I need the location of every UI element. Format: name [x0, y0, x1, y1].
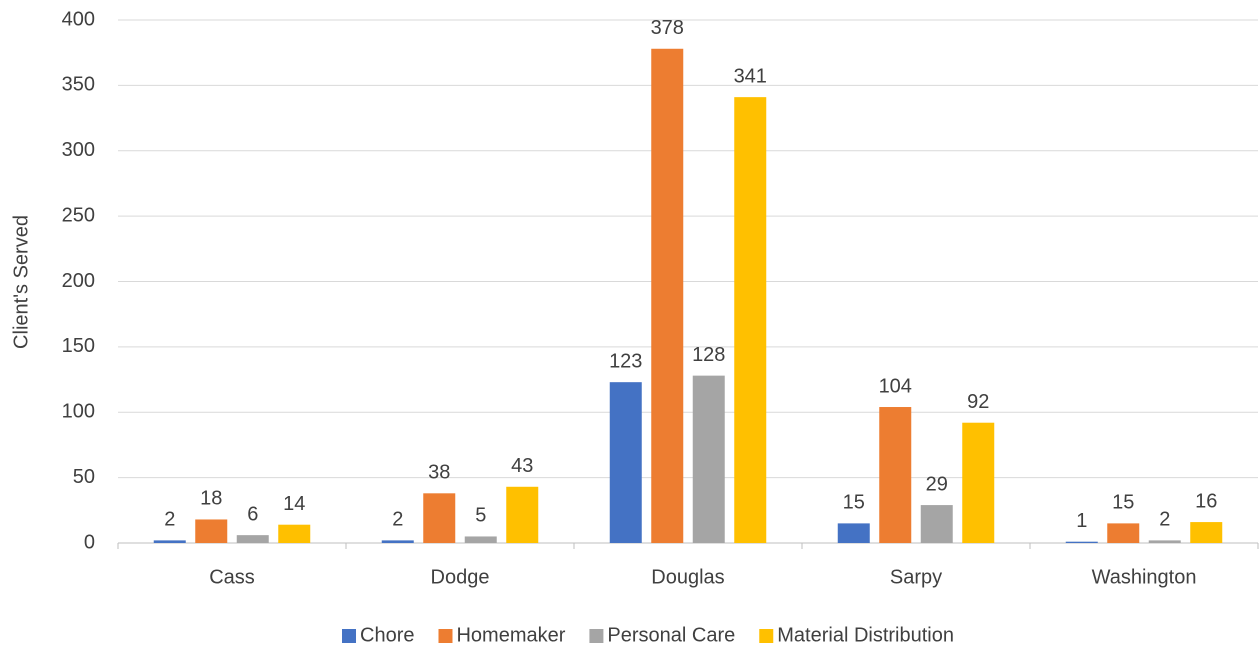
bar — [609, 382, 642, 543]
data-label: 43 — [511, 455, 533, 477]
data-label: 29 — [926, 473, 948, 495]
data-label: 16 — [1195, 490, 1217, 512]
data-label: 2 — [392, 509, 403, 531]
bar — [153, 540, 186, 543]
legend-swatch — [438, 629, 453, 643]
data-label: 5 — [475, 505, 486, 527]
legend-label: Personal Care — [607, 624, 735, 646]
legend-swatch — [589, 629, 604, 643]
bar — [381, 540, 414, 543]
data-label: 341 — [734, 65, 767, 87]
bar — [236, 535, 269, 543]
data-label: 92 — [967, 391, 989, 413]
y-tick-label: 200 — [62, 270, 95, 292]
legend-swatch — [342, 629, 357, 643]
bar — [1190, 522, 1223, 543]
data-label: 378 — [651, 17, 684, 39]
data-label: 2 — [1159, 509, 1170, 531]
bar — [195, 519, 228, 543]
bar — [1107, 523, 1140, 543]
data-label: 6 — [247, 503, 258, 525]
x-tick-label: Cass — [209, 566, 255, 588]
y-tick-label: 150 — [62, 335, 95, 357]
y-tick-label: 0 — [84, 531, 95, 553]
bar — [506, 486, 539, 543]
bar — [423, 493, 456, 543]
data-label: 2 — [164, 509, 175, 531]
y-tick-label: 350 — [62, 74, 95, 96]
x-tick-label: Dodge — [431, 566, 490, 588]
legend-label: Chore — [360, 624, 414, 646]
bar — [879, 407, 912, 543]
y-tick-label: 300 — [62, 139, 95, 161]
legend-label: Material Distribution — [777, 624, 954, 646]
data-label: 128 — [692, 344, 725, 366]
bar — [692, 375, 725, 543]
bar — [920, 505, 953, 543]
bar — [464, 536, 497, 543]
y-tick-label: 50 — [73, 466, 95, 488]
data-label: 123 — [609, 350, 642, 372]
bar — [651, 48, 684, 543]
x-tick-label: Sarpy — [890, 566, 942, 588]
bar — [962, 422, 995, 543]
legend-label: Homemaker — [456, 624, 565, 646]
y-tick-label: 250 — [62, 204, 95, 226]
data-label: 104 — [879, 375, 912, 397]
data-label: 14 — [283, 493, 305, 515]
bar — [1148, 540, 1181, 543]
legend-swatch — [759, 629, 774, 643]
bar — [1065, 541, 1098, 543]
data-label: 15 — [1112, 492, 1134, 514]
bar — [837, 523, 870, 543]
x-tick-label: Douglas — [651, 566, 724, 588]
y-tick-label: 400 — [62, 8, 95, 30]
bar — [278, 524, 311, 543]
bar — [734, 97, 767, 543]
data-label: 38 — [428, 462, 450, 484]
data-label: 15 — [843, 492, 865, 514]
data-label: 18 — [200, 488, 222, 510]
y-tick-label: 100 — [62, 401, 95, 423]
x-tick-label: Washington — [1092, 566, 1197, 588]
y-axis-label: Client's Served — [10, 215, 32, 349]
data-label: 1 — [1076, 510, 1087, 532]
